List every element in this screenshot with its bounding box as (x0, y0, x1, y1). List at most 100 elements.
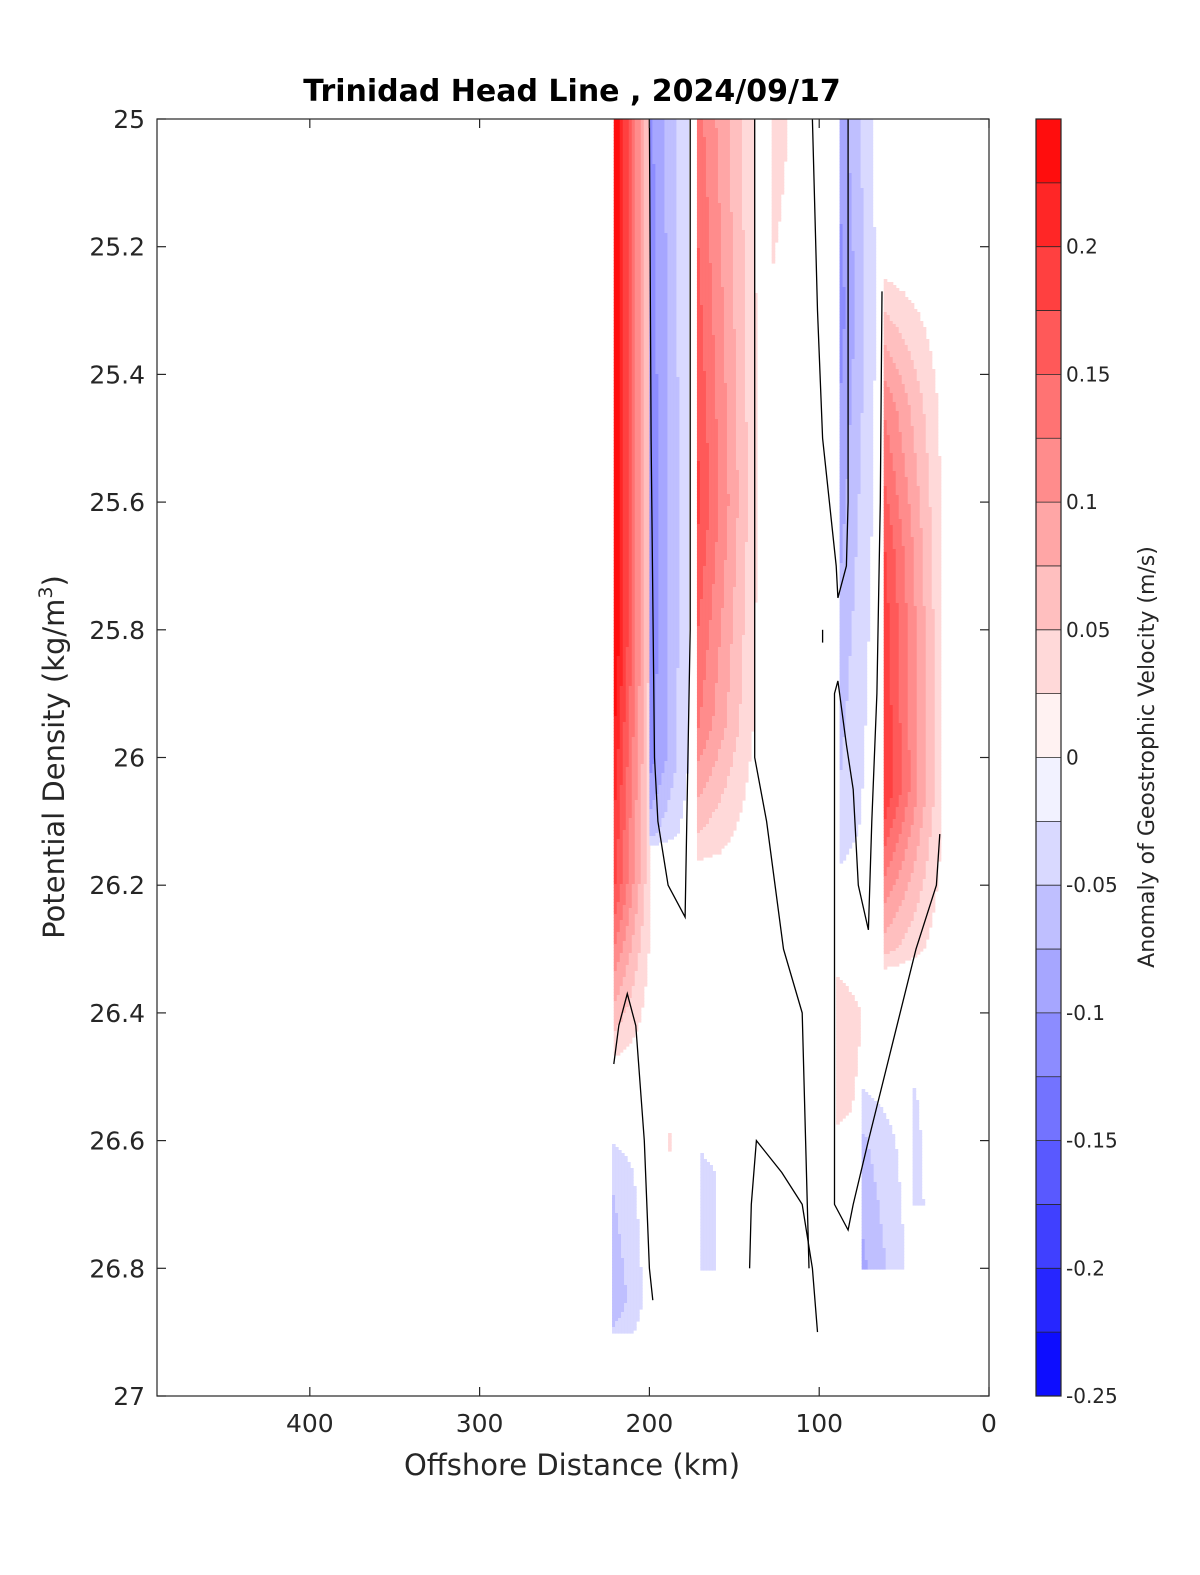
velocity-cell (619, 503, 624, 507)
velocity-cell (625, 740, 630, 744)
velocity-cell (637, 923, 642, 927)
velocity-cell (637, 422, 642, 426)
velocity-cell (661, 392, 666, 396)
velocity-cell (631, 722, 636, 726)
velocity-cell (631, 158, 636, 162)
velocity-cell (646, 833, 651, 837)
velocity-cell (676, 233, 681, 237)
velocity-cell (643, 887, 648, 891)
velocity-cell (652, 176, 657, 180)
velocity-cell (637, 299, 642, 303)
velocity-cell (676, 188, 681, 192)
velocity-cell (634, 944, 639, 948)
velocity-cell (631, 968, 636, 972)
velocity-cell (676, 125, 681, 129)
velocity-cell (643, 599, 648, 603)
velocity-cell (646, 704, 651, 708)
velocity-cell (616, 176, 621, 180)
velocity-cell (628, 575, 633, 579)
velocity-cell (634, 899, 639, 903)
velocity-cell (634, 851, 639, 855)
velocity-cell (622, 986, 627, 990)
velocity-cell (637, 149, 642, 153)
velocity-cell (640, 284, 645, 288)
velocity-cell (655, 233, 660, 237)
velocity-cell (631, 1028, 636, 1032)
velocity-cell (640, 200, 645, 204)
velocity-cell (640, 617, 645, 621)
velocity-cell (613, 932, 618, 936)
velocity-cell (676, 182, 681, 186)
velocity-cell (670, 326, 675, 330)
velocity-cell (676, 419, 681, 423)
velocity-cell (625, 674, 630, 678)
velocity-cell (646, 413, 651, 417)
velocity-cell (637, 215, 642, 219)
velocity-cell (628, 743, 633, 747)
velocity-cell (637, 914, 642, 918)
velocity-cell (631, 212, 636, 216)
velocity-cell (637, 119, 642, 123)
velocity-cell (616, 917, 621, 921)
velocity-cell (649, 290, 654, 294)
velocity-cell (649, 230, 654, 234)
velocity-cell (643, 923, 648, 927)
velocity-cell (622, 377, 627, 381)
velocity-cell (643, 938, 648, 942)
velocity-cell (616, 845, 621, 849)
velocity-cell (613, 515, 618, 519)
velocity-cell (658, 383, 663, 387)
velocity-cell (619, 182, 624, 186)
velocity-cell (631, 137, 636, 141)
velocity-cell (664, 272, 669, 276)
velocity-cell (613, 734, 618, 738)
velocity-cell (637, 554, 642, 558)
velocity-cell (640, 407, 645, 411)
velocity-cell (628, 236, 633, 240)
velocity-cell (640, 392, 645, 396)
velocity-cell (643, 272, 648, 276)
velocity-cell (622, 1028, 627, 1032)
velocity-cell (646, 491, 651, 495)
velocity-cell (646, 395, 651, 399)
velocity-cell (613, 782, 618, 786)
velocity-cell (682, 197, 687, 201)
velocity-cell (628, 569, 633, 573)
velocity-cell (619, 671, 624, 675)
velocity-cell (622, 881, 627, 885)
velocity-cell (652, 296, 657, 300)
velocity-cell (628, 800, 633, 804)
velocity-cell (631, 437, 636, 441)
velocity-cell (628, 566, 633, 570)
velocity-cell (628, 137, 633, 141)
velocity-cell (622, 815, 627, 819)
velocity-cell (628, 809, 633, 813)
velocity-cell (661, 344, 666, 348)
velocity-cell (682, 248, 687, 252)
velocity-cell (646, 875, 651, 879)
velocity-cell (616, 593, 621, 597)
velocity-cell (646, 224, 651, 228)
velocity-cell (643, 278, 648, 282)
velocity-cell (631, 998, 636, 1002)
velocity-cell (673, 287, 678, 291)
velocity-cell (646, 770, 651, 774)
velocity-cell (637, 212, 642, 216)
velocity-cell (637, 839, 642, 843)
velocity-cell (616, 728, 621, 732)
velocity-cell (619, 323, 624, 327)
velocity-cell (658, 404, 663, 408)
velocity-cell (634, 914, 639, 918)
velocity-cell (616, 1016, 621, 1020)
velocity-cell (679, 140, 684, 144)
velocity-cell (616, 185, 621, 189)
velocity-cell (634, 407, 639, 411)
velocity-cell (625, 512, 630, 516)
velocity-cell (685, 254, 690, 258)
velocity-cell (676, 218, 681, 222)
velocity-cell (637, 827, 642, 831)
velocity-cell (670, 338, 675, 342)
velocity-cell (625, 371, 630, 375)
velocity-cell (649, 155, 654, 159)
velocity-cell (628, 134, 633, 138)
